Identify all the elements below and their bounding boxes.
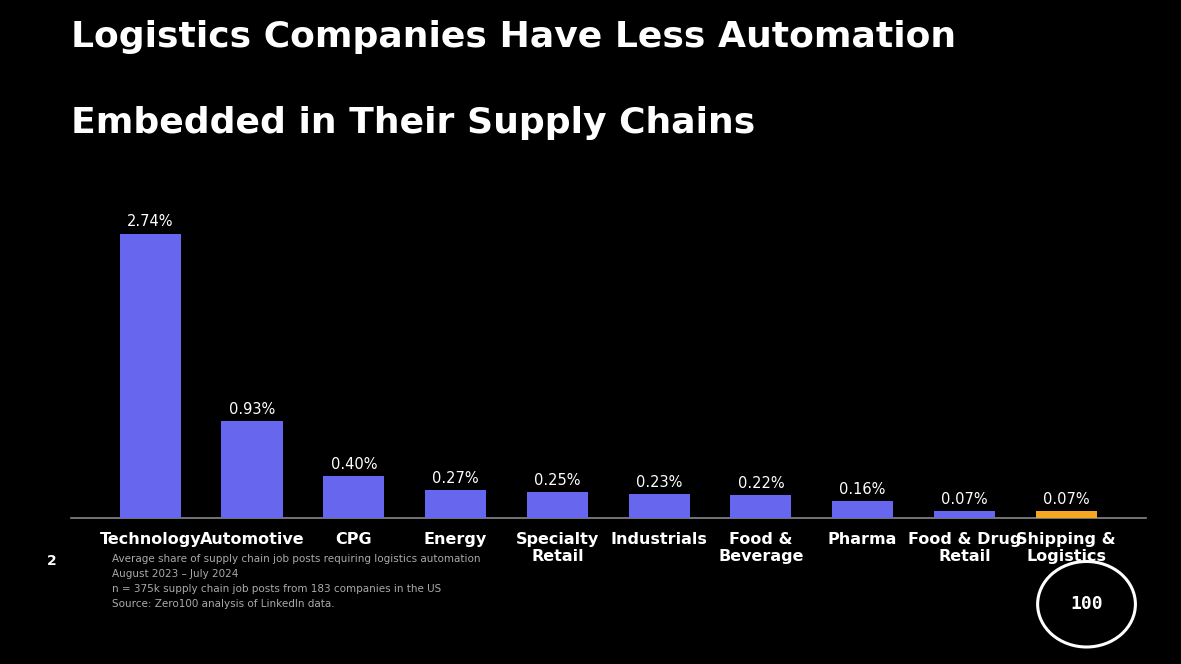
Text: Average share of supply chain job posts requiring logistics automation
August 20: Average share of supply chain job posts … [112, 554, 481, 609]
Text: 0.07%: 0.07% [941, 491, 987, 507]
Text: 2: 2 [47, 554, 57, 568]
Bar [934, 511, 994, 518]
Bar [222, 422, 282, 518]
Text: 2.74%: 2.74% [128, 214, 174, 230]
Text: 0.23%: 0.23% [635, 475, 683, 490]
Text: 0.16%: 0.16% [840, 482, 886, 497]
Text: 100: 100 [1070, 595, 1103, 614]
Text: Logistics Companies Have Less Automation: Logistics Companies Have Less Automation [71, 20, 955, 54]
Bar [119, 234, 181, 518]
Text: 0.07%: 0.07% [1043, 491, 1090, 507]
Text: 0.27%: 0.27% [432, 471, 478, 486]
Bar [1036, 511, 1097, 518]
Bar [730, 495, 791, 518]
Bar [628, 494, 690, 518]
Bar [527, 492, 588, 518]
Bar [425, 490, 487, 518]
Text: 0.25%: 0.25% [534, 473, 581, 488]
Bar [324, 477, 384, 518]
Text: 0.93%: 0.93% [229, 402, 275, 417]
Text: Embedded in Their Supply Chains: Embedded in Their Supply Chains [71, 106, 755, 140]
Bar [833, 501, 893, 518]
Text: 0.22%: 0.22% [738, 476, 784, 491]
Text: 0.40%: 0.40% [331, 457, 377, 472]
